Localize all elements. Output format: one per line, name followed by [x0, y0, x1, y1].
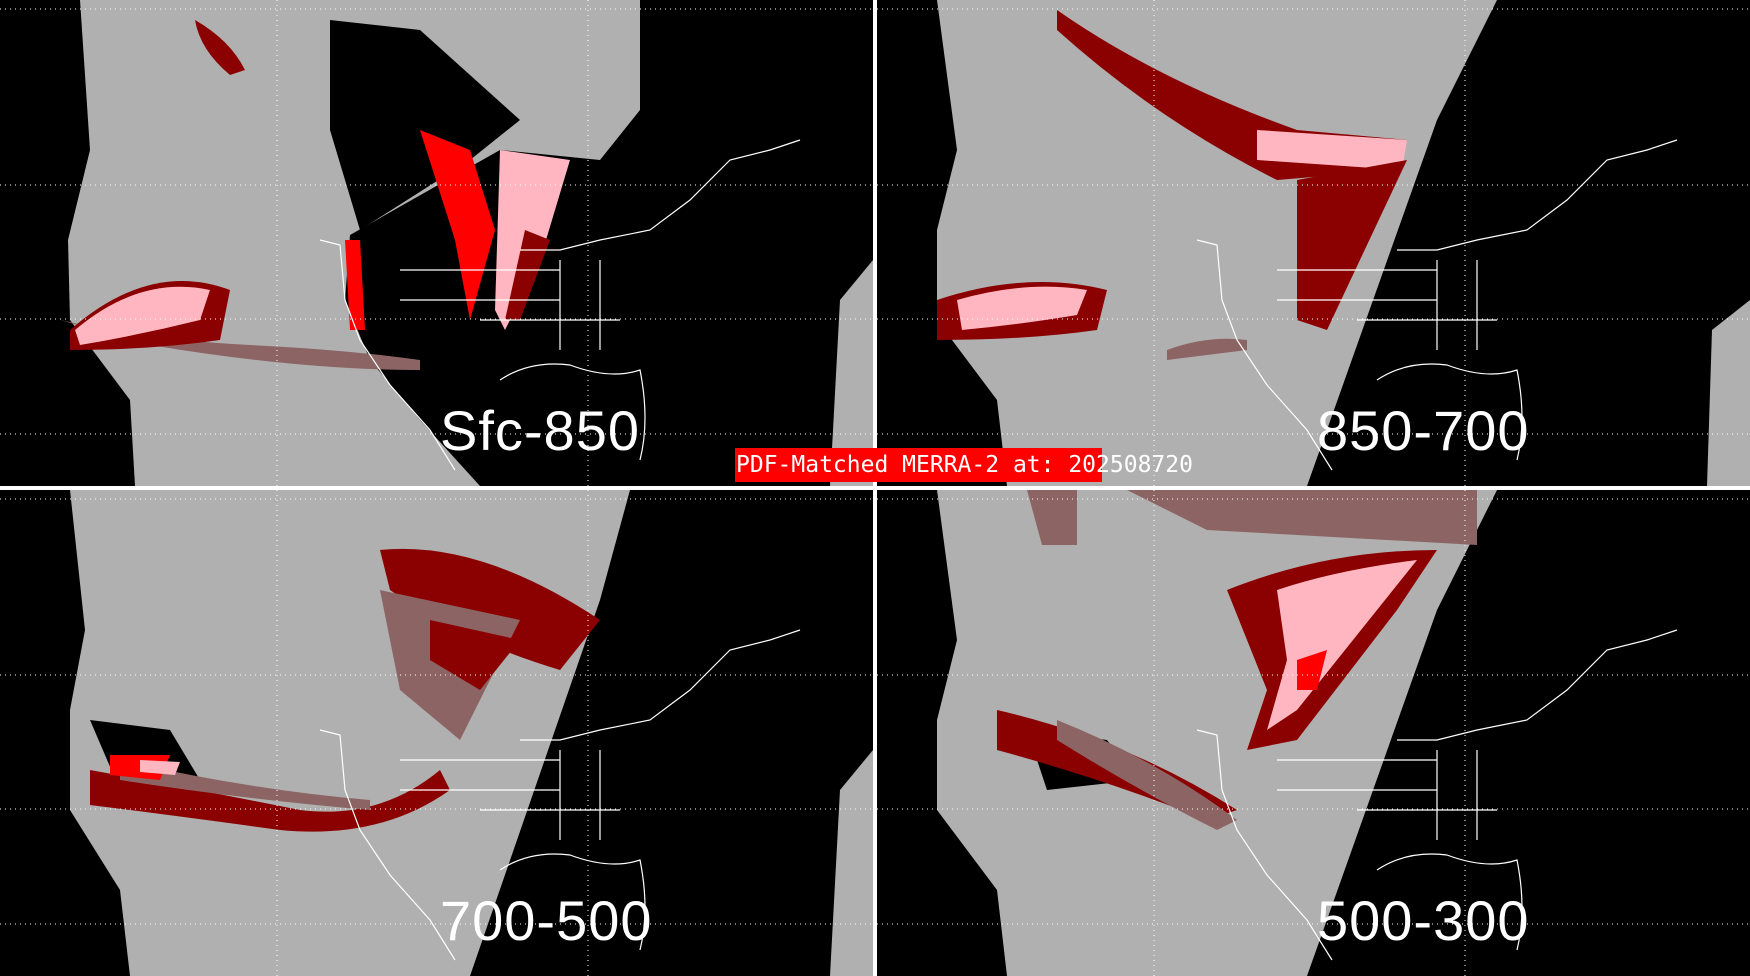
figure-title: PDF-Matched MERRA-2 at: 202508720: [736, 452, 1193, 478]
coastline-borders: [1196, 629, 1678, 961]
smoke-region-muted-red: [120, 760, 370, 810]
coastline-borders: [319, 629, 801, 961]
smoke-region-pink: [1257, 130, 1407, 170]
smoke-region-dark-red: [380, 548, 600, 670]
satellite-swath-edge: [830, 750, 873, 976]
map-svg: 700-500: [0, 490, 873, 976]
smoke-region-red: [345, 240, 365, 330]
smoke-region-muted-red: [60, 320, 420, 370]
map-panel-850-700: 850-700: [877, 0, 1750, 486]
panel-layer-label: Sfc-850: [440, 399, 640, 462]
smoke-region-dark-red: [430, 620, 520, 690]
panel-layer-label: 850-700: [1317, 399, 1530, 462]
coastline-borders: [319, 139, 801, 471]
smoke-region-red: [1297, 650, 1327, 690]
satellite-swath: [937, 0, 1497, 486]
map-panel-700-500: 700-500: [0, 490, 873, 976]
smoke-region-dark-red: [505, 230, 550, 320]
smoke-region-muted-red: [1057, 720, 1237, 830]
smoke-region-muted-red: [1027, 490, 1077, 545]
smoke-region-red: [420, 130, 495, 320]
no-data-region: [330, 20, 520, 230]
map-svg: 850-700: [877, 0, 1750, 486]
smoke-region-dark-red: [195, 20, 245, 75]
smoke-region-muted-red: [1167, 338, 1247, 360]
smoke-region-pink: [140, 760, 180, 775]
title-box: [735, 448, 1102, 482]
satellite-swath-edge: [1707, 300, 1750, 486]
map-panel-500-300: 500-300: [877, 490, 1750, 976]
map-svg: Sfc-850: [0, 0, 873, 486]
panel-layer-label: 700-500: [440, 889, 653, 952]
smoke-region-pink: [957, 286, 1087, 330]
smoke-region-dark-red: [1297, 160, 1407, 330]
smoke-region-dark-red: [90, 770, 450, 832]
map-svg: 500-300: [877, 490, 1750, 976]
coastline-borders: [1196, 139, 1678, 471]
satellite-swath-edge: [830, 260, 873, 486]
smoke-region-muted-red: [1127, 490, 1477, 545]
smoke-region-pink: [75, 286, 210, 345]
panel-divider-vertical: [873, 0, 877, 976]
map-panel-sfc-850: Sfc-850: [0, 0, 873, 486]
panel-layer-label: 500-300: [1317, 889, 1530, 952]
